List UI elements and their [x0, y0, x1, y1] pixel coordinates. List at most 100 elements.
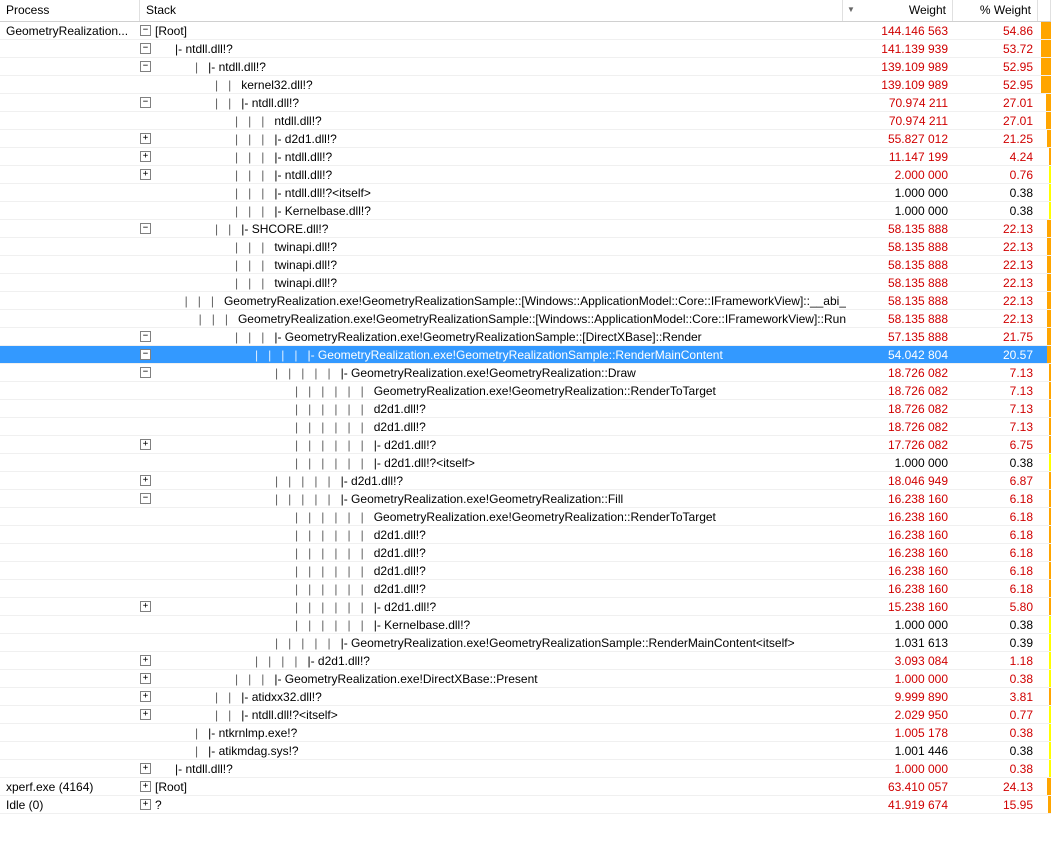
table-row[interactable]: | | | GeometryRealization.exe!GeometryRe…	[0, 292, 1051, 310]
expand-icon[interactable]: +	[140, 439, 151, 450]
collapse-icon[interactable]: −	[140, 493, 151, 504]
table-row[interactable]: +| | | | |- d2d1.dll!?3.093 0841.18	[0, 652, 1051, 670]
table-row[interactable]: +| | | |- ntdll.dll!?11.147 1994.24	[0, 148, 1051, 166]
collapse-icon[interactable]: −	[140, 331, 151, 342]
table-row[interactable]: −| | | | | |- GeometryRealization.exe!Ge…	[0, 364, 1051, 382]
weight-bar	[1041, 796, 1051, 813]
table-row[interactable]: | | | | | | GeometryRealization.exe!Geom…	[0, 508, 1051, 526]
table-row[interactable]: | | | | | | d2d1.dll!?18.726 0827.13	[0, 418, 1051, 436]
process-cell: GeometryRealization...	[0, 22, 140, 39]
table-row[interactable]: | | | twinapi.dll!?58.135 88822.13	[0, 274, 1051, 292]
table-row[interactable]: Idle (0)+?41.919 67415.95	[0, 796, 1051, 814]
expand-icon[interactable]: +	[140, 763, 151, 774]
table-row[interactable]: −| | | | | |- GeometryRealization.exe!Ge…	[0, 490, 1051, 508]
collapse-icon[interactable]: −	[140, 43, 151, 54]
expand-icon[interactable]: +	[140, 475, 151, 486]
table-row[interactable]: +| | | | | | |- d2d1.dll!?17.726 0826.75	[0, 436, 1051, 454]
expand-icon[interactable]: +	[140, 673, 151, 684]
weight-cell: 9.999 890	[846, 688, 956, 705]
weight-bar	[1041, 220, 1051, 237]
table-row[interactable]: +| | | | | |- d2d1.dll!?18.046 9496.87	[0, 472, 1051, 490]
stack-cell: −| | |- ntdll.dll!?	[140, 94, 846, 111]
stack-label: |- GeometryRealization.exe!GeometryReali…	[307, 346, 722, 363]
weight-bar	[1041, 724, 1051, 741]
data-grid[interactable]: GeometryRealization...−[Root]144.146 563…	[0, 22, 1051, 814]
tree-guide: | | |	[199, 310, 238, 327]
expand-icon[interactable]: +	[140, 601, 151, 612]
table-row[interactable]: +| | | |- d2d1.dll!?55.827 01221.25	[0, 130, 1051, 148]
weight-cell: 55.827 012	[846, 130, 956, 147]
table-row[interactable]: −| | | | |- GeometryRealization.exe!Geom…	[0, 346, 1051, 364]
process-cell	[0, 112, 140, 129]
table-row[interactable]: | | | | | | d2d1.dll!?18.726 0827.13	[0, 400, 1051, 418]
table-row[interactable]: −| |- ntdll.dll!?139.109 98952.95	[0, 58, 1051, 76]
header-stack[interactable]: Stack	[140, 0, 843, 21]
table-row[interactable]: | | | | | | d2d1.dll!?16.238 1606.18	[0, 526, 1051, 544]
table-row[interactable]: +| | | | | | |- d2d1.dll!?15.238 1605.80	[0, 598, 1051, 616]
weight-cell: 18.726 082	[846, 418, 956, 435]
table-row[interactable]: | | | | | | d2d1.dll!?16.238 1606.18	[0, 562, 1051, 580]
table-row[interactable]: | | | |- Kernelbase.dll!?1.000 0000.38	[0, 202, 1051, 220]
expander-spacer	[140, 745, 151, 756]
header-process[interactable]: Process	[0, 0, 140, 21]
weight-cell: 70.974 211	[846, 94, 956, 111]
pct-cell: 0.38	[956, 742, 1041, 759]
expand-icon[interactable]: +	[140, 151, 151, 162]
collapse-icon[interactable]: −	[140, 97, 151, 108]
table-row[interactable]: +| | |- atidxx32.dll!?9.999 8903.81	[0, 688, 1051, 706]
weight-cell: 139.109 989	[846, 58, 956, 75]
stack-cell: +| | | |- d2d1.dll!?	[140, 130, 846, 147]
table-row[interactable]: −| | |- ntdll.dll!?70.974 21127.01	[0, 94, 1051, 112]
collapse-icon[interactable]: −	[140, 367, 151, 378]
stack-cell: +| | | |- ntdll.dll!?	[140, 148, 846, 165]
weight-cell: 1.000 000	[846, 670, 956, 687]
expand-icon[interactable]: +	[140, 691, 151, 702]
table-row[interactable]: −| | | |- GeometryRealization.exe!Geomet…	[0, 328, 1051, 346]
expand-icon[interactable]: +	[140, 709, 151, 720]
table-row[interactable]: | |- atikmdag.sys!?1.001 4460.38	[0, 742, 1051, 760]
weight-cell: 1.000 000	[846, 454, 956, 471]
table-row[interactable]: +|- ntdll.dll!?1.000 0000.38	[0, 760, 1051, 778]
expand-icon[interactable]: +	[140, 781, 151, 792]
table-row[interactable]: | | | twinapi.dll!?58.135 88822.13	[0, 238, 1051, 256]
collapse-icon[interactable]: −	[140, 25, 151, 36]
table-row[interactable]: | | | | | |- GeometryRealization.exe!Geo…	[0, 634, 1051, 652]
table-row[interactable]: xperf.exe (4164)+[Root]63.410 05724.13	[0, 778, 1051, 796]
pct-cell: 6.18	[956, 490, 1041, 507]
table-row[interactable]: | | | | | | d2d1.dll!?16.238 1606.18	[0, 544, 1051, 562]
table-row[interactable]: | | | twinapi.dll!?58.135 88822.13	[0, 256, 1051, 274]
expander-spacer	[140, 529, 151, 540]
expander-spacer	[140, 259, 151, 270]
table-row[interactable]: GeometryRealization...−[Root]144.146 563…	[0, 22, 1051, 40]
expand-icon[interactable]: +	[140, 169, 151, 180]
table-row[interactable]: −|- ntdll.dll!?141.139 93953.72	[0, 40, 1051, 58]
table-row[interactable]: | | | | | | GeometryRealization.exe!Geom…	[0, 382, 1051, 400]
collapse-icon[interactable]: −	[140, 223, 151, 234]
header-weight[interactable]: ▼Weight	[843, 0, 953, 21]
table-row[interactable]: | | kernel32.dll!?139.109 98952.95	[0, 76, 1051, 94]
table-row[interactable]: | | | | | | d2d1.dll!?16.238 1606.18	[0, 580, 1051, 598]
collapse-icon[interactable]: −	[140, 61, 151, 72]
pct-cell: 21.75	[956, 328, 1041, 345]
table-row[interactable]: −| | |- SHCORE.dll!?58.135 88822.13	[0, 220, 1051, 238]
table-row[interactable]: | | | | | | |- Kernelbase.dll!?1.000 000…	[0, 616, 1051, 634]
expand-icon[interactable]: +	[140, 799, 151, 810]
expander-spacer	[140, 205, 151, 216]
table-row[interactable]: | | | | | | |- d2d1.dll!?<itself>1.000 0…	[0, 454, 1051, 472]
table-row[interactable]: +| | | |- ntdll.dll!?2.000 0000.76	[0, 166, 1051, 184]
table-row[interactable]: +| | | |- GeometryRealization.exe!Direct…	[0, 670, 1051, 688]
expand-icon[interactable]: +	[140, 133, 151, 144]
collapse-icon[interactable]: −	[140, 349, 151, 360]
tree-guide: | | |	[235, 202, 274, 219]
table-row[interactable]: | | | ntdll.dll!?70.974 21127.01	[0, 112, 1051, 130]
table-row[interactable]: | | | |- ntdll.dll!?<itself>1.000 0000.3…	[0, 184, 1051, 202]
table-row[interactable]: +| | |- ntdll.dll!?<itself>2.029 9500.77	[0, 706, 1051, 724]
expand-icon[interactable]: +	[140, 655, 151, 666]
stack-cell: | | | | | | |- Kernelbase.dll!?	[140, 616, 846, 633]
pct-cell: 0.38	[956, 454, 1041, 471]
stack-cell: | | | |- Kernelbase.dll!?	[140, 202, 846, 219]
table-row[interactable]: | |- ntkrnlmp.exe!?1.005 1780.38	[0, 724, 1051, 742]
header-pct[interactable]: % Weight	[953, 0, 1038, 21]
stack-label: |- d2d1.dll!?	[307, 652, 370, 669]
table-row[interactable]: | | | GeometryRealization.exe!GeometryRe…	[0, 310, 1051, 328]
